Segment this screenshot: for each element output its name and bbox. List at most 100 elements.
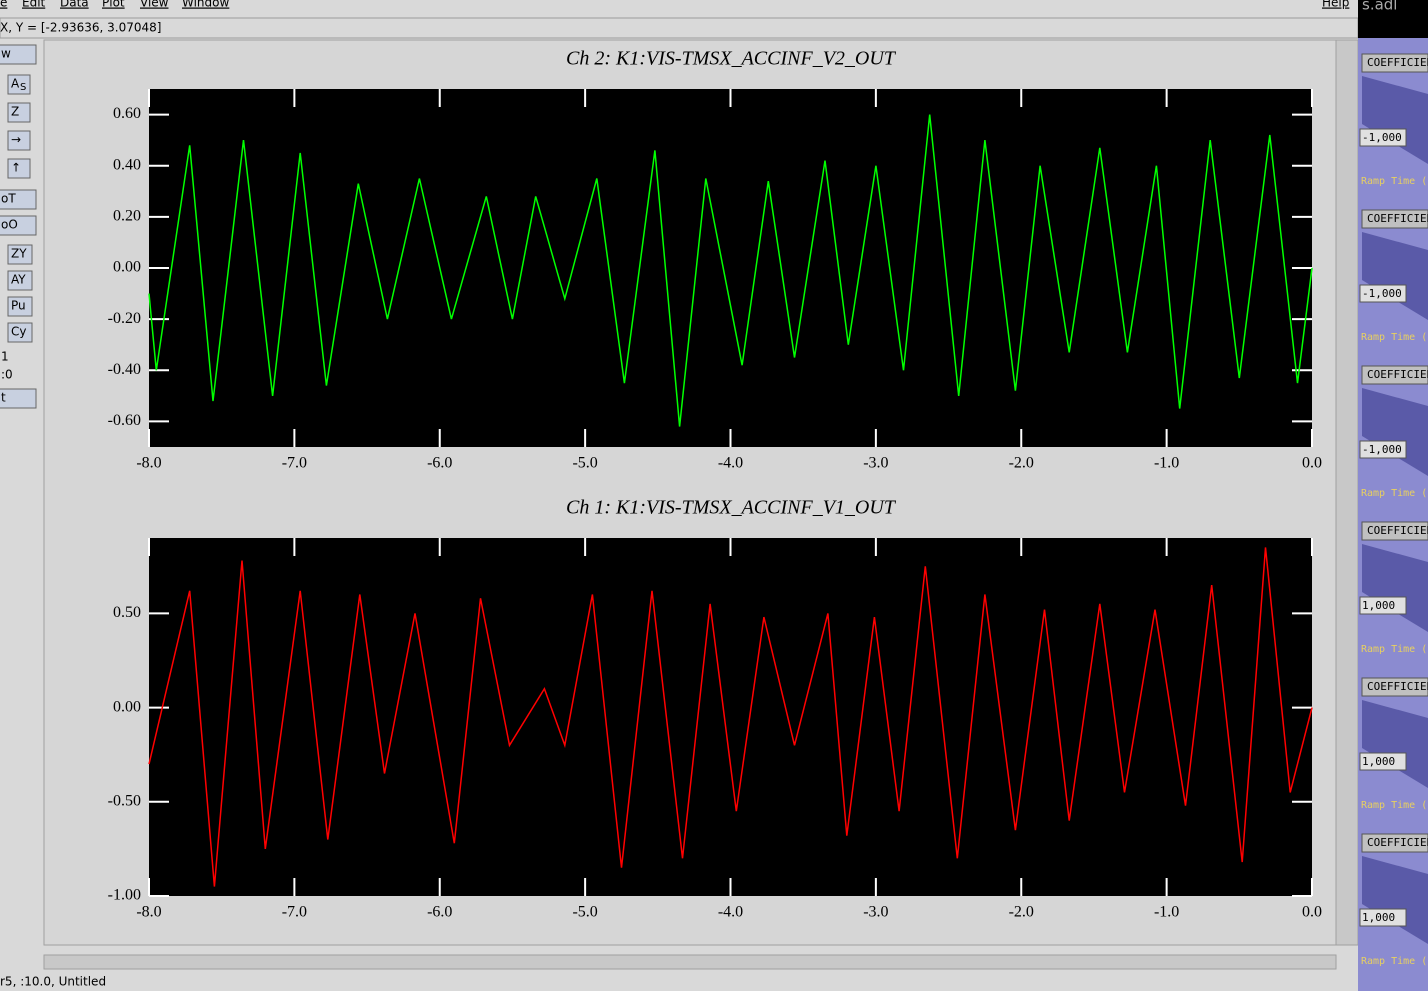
- tool-label[interactable]: Cy: [11, 325, 26, 339]
- panel-ramp: Ramp Time (s: [1361, 488, 1428, 499]
- tool-button[interactable]: [0, 388, 37, 409]
- x-tick-label: -6.0: [427, 904, 452, 921]
- right-panel-header: [1358, 0, 1428, 38]
- right-panel: [1358, 0, 1428, 991]
- panel-value-box[interactable]: [1359, 908, 1407, 927]
- menu-item[interactable]: e: [0, 0, 7, 10]
- panel-button-label[interactable]: COEFFICIEN: [1367, 836, 1428, 849]
- x-tick-label: -6.0: [427, 455, 452, 472]
- menu-item[interactable]: Data: [60, 0, 89, 10]
- panel-shape: [1362, 232, 1428, 320]
- panel-shape: [1362, 544, 1428, 632]
- x-tick-label: 0.0: [1302, 904, 1322, 921]
- panel-button[interactable]: [1361, 677, 1428, 697]
- tool-button[interactable]: [7, 270, 33, 291]
- tool-label[interactable]: S: [20, 82, 26, 93]
- tool-button[interactable]: [7, 322, 33, 343]
- panel-value[interactable]: -1,000: [1362, 287, 1402, 300]
- panel-button[interactable]: [1361, 521, 1428, 541]
- panel-shape: [1362, 76, 1428, 164]
- tool-label[interactable]: oT: [1, 192, 16, 206]
- panel-button[interactable]: [1361, 365, 1428, 385]
- panel-value-box[interactable]: [1359, 440, 1407, 459]
- tool-button[interactable]: [0, 44, 37, 65]
- tool-label: :0: [1, 368, 13, 382]
- x-tick-label: -1.0: [1154, 455, 1179, 472]
- tool-label[interactable]: t: [1, 391, 6, 405]
- x-tick-label: -1.0: [1154, 904, 1179, 921]
- panel-value[interactable]: 1,000: [1362, 911, 1395, 924]
- menu-item[interactable]: View: [140, 0, 169, 10]
- x-tick-label: -5.0: [572, 455, 597, 472]
- x-tick-label: -8.0: [136, 455, 161, 472]
- tool-button[interactable]: [7, 102, 31, 123]
- x-tick-label: -7.0: [282, 904, 307, 921]
- menu-item[interactable]: Window: [182, 0, 230, 10]
- x-tick-label: -7.0: [282, 455, 307, 472]
- menu-item[interactable]: Help: [1322, 0, 1349, 10]
- menu-item[interactable]: Edit: [22, 0, 46, 10]
- panel-button[interactable]: [1361, 53, 1428, 73]
- x-tick-label: -2.0: [1009, 455, 1034, 472]
- panel-button-label[interactable]: COEFFICIEN: [1367, 56, 1428, 69]
- h-scrollbar[interactable]: [43, 954, 1337, 970]
- tool-label[interactable]: oO: [1, 218, 18, 232]
- x-tick-label: -3.0: [863, 455, 888, 472]
- tool-label[interactable]: Pu: [11, 299, 26, 313]
- status-bar: [0, 972, 1358, 991]
- tool-label[interactable]: A: [11, 77, 20, 91]
- panel-value-box[interactable]: [1359, 284, 1407, 303]
- panel-value[interactable]: 1,000: [1362, 599, 1395, 612]
- menu-item[interactable]: Plot: [102, 0, 125, 10]
- panel-button-label[interactable]: COEFFICIEN: [1367, 212, 1428, 225]
- tool-button[interactable]: [7, 296, 33, 317]
- coords: X, Y = [-2.93636, 3.07048]: [0, 21, 161, 35]
- tool-label[interactable]: ZY: [11, 247, 27, 261]
- panel-value[interactable]: 1,000: [1362, 755, 1395, 768]
- y-tick-label: 0.00: [113, 259, 141, 276]
- tool-label[interactable]: AY: [11, 273, 26, 287]
- tool-button[interactable]: [7, 158, 31, 179]
- tool-button[interactable]: [7, 244, 33, 265]
- tool-button[interactable]: [0, 215, 37, 236]
- v-scrollbar[interactable]: [1335, 39, 1359, 946]
- panel-button-label[interactable]: COEFFICIEN: [1367, 524, 1428, 537]
- x-tick-label: -8.0: [136, 904, 161, 921]
- chart-title: Ch 1: K1:VIS-TMSX_ACCINF_V1_OUT: [566, 497, 897, 519]
- panel-shape: [1362, 856, 1428, 944]
- x-tick-label: -4.0: [718, 904, 743, 921]
- panel-ramp: Ramp Time (s: [1361, 176, 1428, 187]
- tool-label[interactable]: w: [1, 47, 11, 61]
- y-tick-label: -0.60: [108, 412, 141, 429]
- panel-ramp: Ramp Time (s: [1361, 800, 1428, 811]
- panel-value-box[interactable]: [1359, 596, 1407, 615]
- panel-button[interactable]: [1361, 833, 1428, 853]
- tool-button[interactable]: [0, 189, 37, 210]
- y-tick-label: -0.40: [108, 361, 141, 378]
- series-line: [148, 114, 1313, 427]
- x-tick-label: -3.0: [863, 904, 888, 921]
- panel-button[interactable]: [1361, 209, 1428, 229]
- status: r5, :10.0, Untitled: [0, 975, 106, 989]
- series-line: [148, 547, 1313, 887]
- tool-label[interactable]: Z: [11, 105, 19, 119]
- panel-shape: [1362, 700, 1428, 788]
- panel-value[interactable]: -1,000: [1362, 131, 1402, 144]
- panel-value-box[interactable]: [1359, 128, 1407, 147]
- chart-title: Ch 2: K1:VIS-TMSX_ACCINF_V2_OUT: [566, 48, 897, 70]
- panel-value[interactable]: -1,000: [1362, 443, 1402, 456]
- tool-label[interactable]: →: [11, 133, 21, 147]
- panel-button-label[interactable]: COEFFICIEN: [1367, 680, 1428, 693]
- y-tick-label: 0.00: [113, 698, 141, 715]
- panel-value-box[interactable]: [1359, 752, 1407, 771]
- tool-button[interactable]: [7, 74, 31, 95]
- panel-shape: [1362, 388, 1428, 476]
- panel-button-label[interactable]: COEFFICIEN: [1367, 368, 1428, 381]
- x-tick-label: -2.0: [1009, 904, 1034, 921]
- tool-button[interactable]: [7, 130, 31, 151]
- y-tick-label: -0.50: [108, 792, 141, 809]
- tool-label[interactable]: ↑: [11, 161, 21, 175]
- x-tick-label: -5.0: [572, 904, 597, 921]
- y-tick-label: -1.00: [108, 887, 141, 904]
